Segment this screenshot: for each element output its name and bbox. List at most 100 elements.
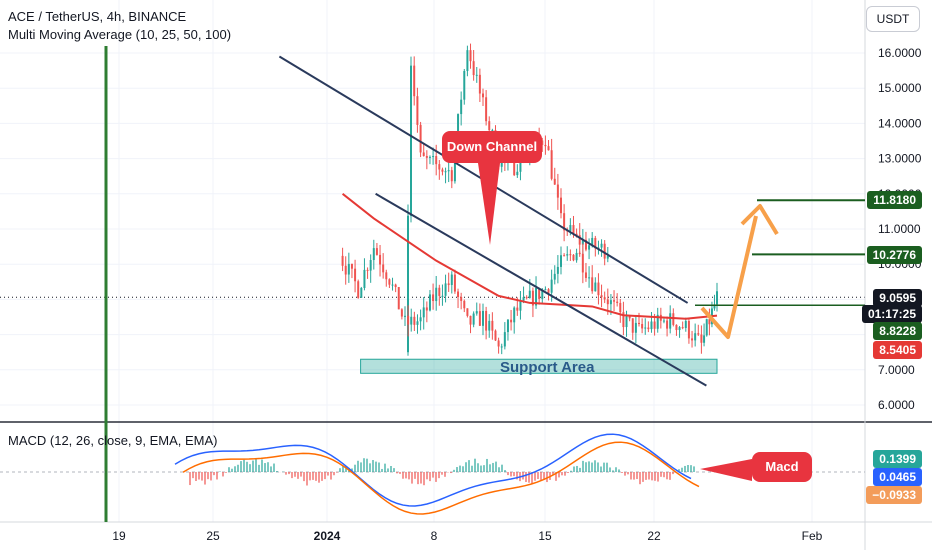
x-tick-label: 25	[206, 529, 220, 543]
candle-body	[441, 169, 444, 172]
countdown-label: 01:17:25	[861, 305, 922, 323]
candle-body	[588, 277, 591, 279]
candle-body	[410, 316, 413, 325]
candle-body	[475, 311, 478, 314]
candle-body	[669, 313, 672, 329]
candle-body	[413, 65, 416, 97]
candle-body	[619, 302, 622, 313]
candle-body	[466, 308, 469, 316]
candle-body	[450, 170, 453, 182]
candle-body	[684, 320, 687, 329]
candle-body	[563, 255, 566, 257]
candle-body	[419, 317, 422, 322]
candle-body	[485, 97, 488, 122]
candle-body	[503, 332, 506, 347]
x-tick-label: 2024	[314, 529, 341, 543]
candle-body	[638, 322, 640, 325]
candle-body	[708, 319, 711, 325]
x-tick-label: 15	[538, 529, 552, 543]
candle-body	[547, 289, 550, 293]
candle-body	[453, 274, 456, 292]
candle-body	[672, 313, 675, 325]
candle-body	[469, 315, 472, 325]
candle-body	[581, 253, 584, 273]
candle-body	[447, 170, 450, 172]
candle-body	[438, 287, 441, 296]
candle-body	[488, 320, 491, 331]
candle-body	[705, 319, 708, 336]
target-mid-label: 10.2776	[866, 246, 922, 264]
callout-pointer	[478, 163, 500, 245]
candle-body	[697, 333, 700, 335]
candle-body	[463, 71, 466, 100]
candle-body	[594, 237, 597, 249]
candle-body	[360, 287, 363, 298]
candle-body	[457, 114, 460, 148]
candle-body	[584, 239, 587, 250]
candle-body	[525, 297, 528, 299]
candle-body	[372, 248, 375, 261]
candle-body	[522, 297, 525, 301]
candle-body	[625, 316, 628, 328]
candle-body	[438, 164, 441, 170]
currency-button[interactable]: USDT	[866, 6, 920, 32]
candle-body	[550, 150, 553, 179]
candle-body	[581, 239, 584, 245]
indicator-title[interactable]: Multi Moving Average (10, 25, 50, 100)	[8, 27, 232, 42]
candle-body	[569, 225, 572, 231]
candle-body	[641, 324, 644, 329]
candle-body	[541, 140, 544, 145]
candle-body	[653, 321, 656, 329]
candle-body	[575, 233, 578, 236]
candle-body	[482, 310, 484, 326]
candle-body	[687, 320, 690, 339]
candle-body	[713, 304, 716, 309]
candle-body	[628, 316, 631, 319]
candle-body	[513, 307, 516, 323]
candle-body	[560, 197, 562, 214]
target-lines	[478, 163, 865, 307]
candle-body	[391, 284, 394, 286]
candle-body	[578, 235, 581, 245]
candle-body	[716, 291, 718, 305]
candle-body	[478, 74, 481, 94]
candle-body	[528, 290, 531, 298]
candle-body	[556, 184, 559, 198]
candle-body	[463, 300, 466, 309]
candle-body	[404, 315, 406, 317]
candle-body	[597, 282, 600, 296]
target-high-label: 11.8180	[867, 191, 922, 209]
ma-value-label: 8.8228	[873, 322, 922, 340]
candle-body	[453, 147, 456, 182]
low-value-label: 8.5405	[873, 341, 922, 359]
time-axis: 19 25 2024 8 15 22 Feb	[112, 529, 822, 543]
candle-body	[388, 279, 391, 285]
candle-body	[569, 254, 572, 256]
candle-body	[422, 152, 425, 156]
candle-body	[675, 324, 678, 331]
candle-body	[516, 171, 519, 176]
candle-body	[407, 315, 410, 325]
candle-body	[447, 283, 450, 286]
x-tick-label: 22	[647, 529, 661, 543]
candle-body	[513, 156, 516, 176]
candle-body	[553, 178, 556, 185]
macd-title[interactable]: MACD (12, 26, close, 9, EMA, EMA)	[8, 433, 218, 448]
symbol-title[interactable]: ACE / TetherUS, 4h, BINANCE	[8, 9, 187, 24]
candle-body	[510, 319, 513, 323]
candle-body	[631, 318, 634, 333]
candle-body	[531, 290, 534, 306]
y-tick-label: 6.0000	[878, 398, 915, 412]
x-tick-label: Feb	[802, 529, 823, 543]
candle-body	[444, 171, 447, 173]
candle-body	[444, 283, 447, 296]
candle-body	[644, 327, 647, 329]
candle-body	[591, 277, 594, 292]
candle-body	[606, 255, 609, 259]
x-tick-label: 8	[431, 529, 438, 543]
candle-body	[622, 312, 625, 328]
y-tick-label: 14.0000	[878, 116, 922, 130]
y-tick-label: 15.0000	[878, 81, 922, 95]
